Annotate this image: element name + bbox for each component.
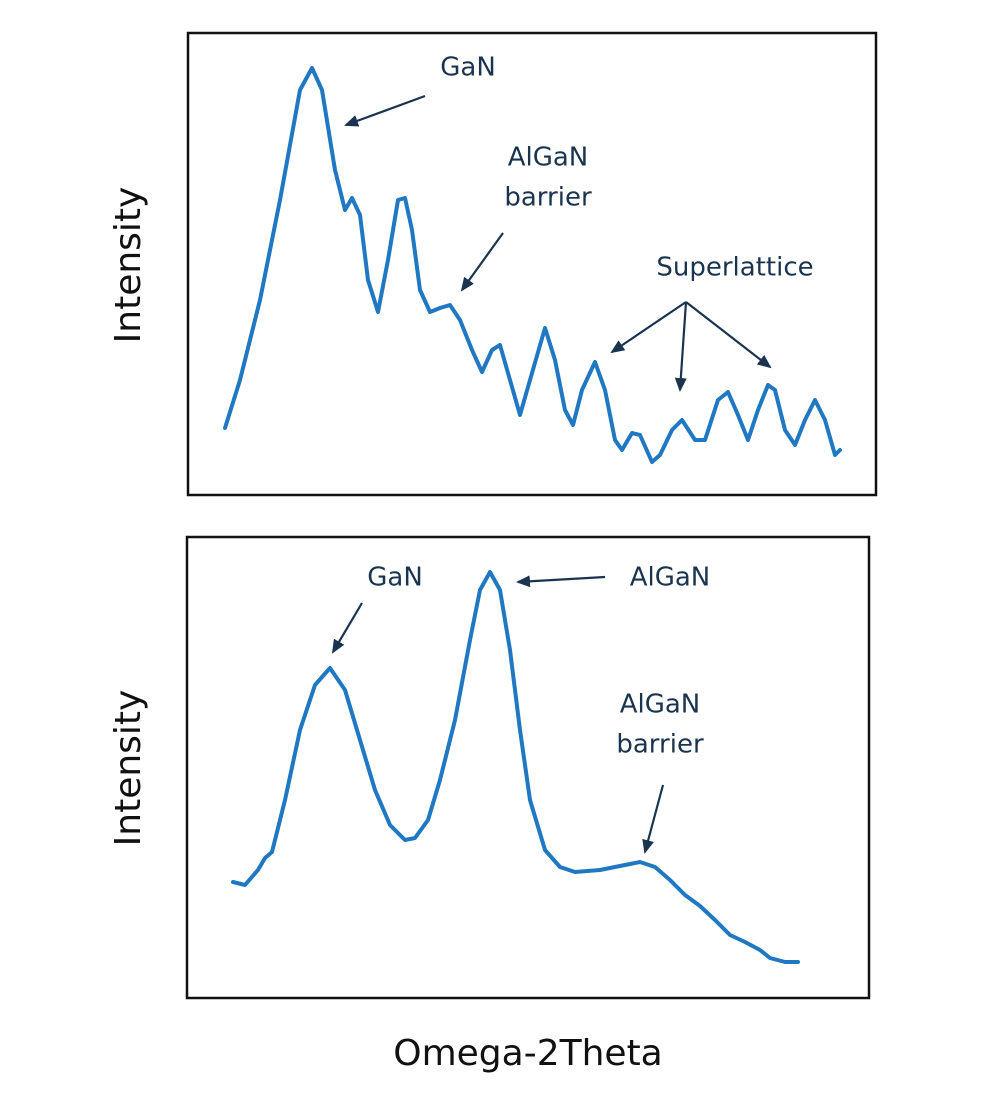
annotation: barrier bbox=[504, 183, 592, 213]
panel-frame bbox=[186, 31, 878, 497]
annotation: AlGaN bbox=[620, 690, 701, 720]
arrow bbox=[516, 575, 606, 588]
arrow bbox=[344, 94, 426, 127]
annotation: AlGaN bbox=[508, 143, 589, 173]
arrow bbox=[610, 301, 687, 354]
arrow bbox=[642, 784, 665, 854]
annotation: GaN bbox=[440, 53, 496, 83]
arrow bbox=[331, 602, 363, 654]
arrow bbox=[460, 232, 504, 292]
annotation: barrier bbox=[616, 730, 704, 760]
annotation: Superlattice bbox=[656, 253, 813, 283]
panel-frame bbox=[185, 535, 871, 1000]
arrow bbox=[674, 301, 688, 392]
y-axis-label: Intensity bbox=[108, 187, 149, 344]
curve bbox=[223, 66, 842, 464]
curve bbox=[231, 570, 800, 964]
annotation: AlGaN bbox=[630, 563, 711, 593]
arrow bbox=[685, 301, 772, 369]
annotation: GaN bbox=[367, 563, 423, 593]
y-axis-label: Intensity bbox=[108, 690, 149, 847]
x-axis-label: Omega-2Theta bbox=[393, 1033, 663, 1074]
